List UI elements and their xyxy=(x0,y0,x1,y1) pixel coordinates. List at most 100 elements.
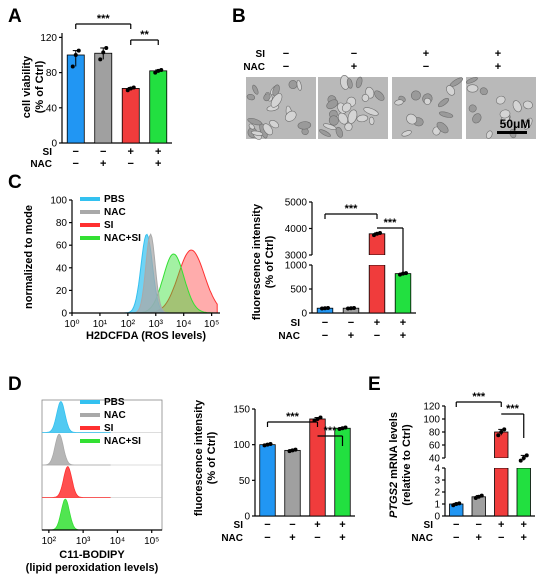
panel-d-legend-label: NAC+SI xyxy=(104,436,141,447)
panel-a-sig: ** xyxy=(140,29,149,41)
micrograph-cell xyxy=(472,113,482,124)
panel-c-hist-ytick-label: 60 xyxy=(56,241,68,252)
panel-e-ylabel-gene: PTGS2 xyxy=(388,482,400,518)
micrograph-cell xyxy=(296,79,302,91)
panel-c-bar-bar-break xyxy=(368,255,386,265)
micrograph-cell xyxy=(284,110,297,122)
panel-d-legend-swatch xyxy=(80,413,100,417)
panel-c-bar-point xyxy=(326,305,330,310)
panel-a-point xyxy=(104,45,109,50)
panel-b-si-sign: − xyxy=(283,48,289,60)
panel-e-bar xyxy=(516,467,531,517)
panel-e-ytick-label: 3 xyxy=(434,476,440,487)
micrograph-cell xyxy=(346,78,353,89)
panel-c-bar-ylabel: (% of Ctrl) xyxy=(264,235,276,288)
panel-e-bar xyxy=(494,467,509,517)
micrograph-cell xyxy=(363,107,379,116)
panel-d-bar-ylabel: (% of Ctrl) xyxy=(206,431,218,484)
micrograph-cell xyxy=(423,97,431,105)
panel-d-legend-label: SI xyxy=(104,423,114,434)
micrograph-cell xyxy=(523,100,533,110)
panel-e-sig: *** xyxy=(472,391,486,403)
micrograph-cell xyxy=(247,117,262,126)
panel-e-ylabel-rest: mRNA levels xyxy=(388,412,400,482)
panel-c-bar-ytick-label: 4000 xyxy=(285,224,308,235)
panel-e-ytick-label: 60 xyxy=(429,441,441,452)
panel-c-legend-label: SI xyxy=(104,220,114,231)
panel-label-E: E xyxy=(368,374,381,395)
micrograph-cell xyxy=(356,114,369,123)
panel-e-treatment-nac-sign: + xyxy=(521,532,527,544)
panel-a-ylabel: cell viability xyxy=(21,55,33,118)
panel-d-hist-area xyxy=(42,401,111,433)
panel-a-treatment-si-label: SI xyxy=(43,147,53,158)
panel-c-treatment-nac-sign: − xyxy=(374,330,380,342)
micrograph-cell xyxy=(297,121,312,130)
panel-a-point xyxy=(125,88,130,93)
panel-e-ytick-label: 4 xyxy=(434,464,440,475)
panel-d-bar-ylabel: fluorescence intensity xyxy=(193,399,205,516)
panel-e-point xyxy=(496,433,501,438)
micrograph-cell xyxy=(272,84,280,97)
panel-d-bar-ytick-label: 150 xyxy=(233,405,250,416)
panel-e-ytick-label: 100 xyxy=(423,415,440,426)
panel-e-point xyxy=(524,453,529,458)
panel-c-bar-point xyxy=(323,306,327,311)
micrograph-cell xyxy=(319,129,331,137)
panel-e-point xyxy=(521,456,526,460)
panel-c-treatment-nac-sign: + xyxy=(348,330,354,342)
panel-e-point xyxy=(499,430,504,434)
micrograph-cell xyxy=(468,104,477,113)
micrograph-cell xyxy=(252,84,259,95)
panel-c-treatment-si-label: SI xyxy=(291,318,301,329)
panel-d-bar-ytick-label: 100 xyxy=(233,440,250,451)
panel-c-bar-bar xyxy=(368,264,386,314)
panel-c-hist-xtick-label: 10² xyxy=(121,319,136,330)
panel-e-ytick-label: 40 xyxy=(429,454,441,465)
scale-bar-label: 50μM xyxy=(500,117,531,131)
micrograph-cell xyxy=(436,121,449,134)
panel-label-D: D xyxy=(8,374,22,395)
micrograph-cell xyxy=(499,109,511,119)
panel-a-point xyxy=(101,50,106,55)
panel-d-treatment-si-sign: − xyxy=(264,519,270,531)
panel-d-bar-ytick-label: 50 xyxy=(239,476,251,487)
panel-d-bar-point xyxy=(262,443,267,448)
panel-e-bar-break xyxy=(516,458,532,468)
panel-c-sig: *** xyxy=(384,217,398,229)
panel-e-point xyxy=(518,458,523,463)
panel-c-treatment-nac-sign: − xyxy=(322,330,328,342)
micrograph-cell xyxy=(355,76,363,89)
panel-d-treatment-nac-sign: + xyxy=(289,532,295,544)
panel-c-treatment-nac-label: NAC xyxy=(278,331,300,342)
panel-a-ytick-label: 80 xyxy=(46,68,58,79)
panel-e-sig: *** xyxy=(506,403,520,415)
panel-c-hist-ytick-label: 100 xyxy=(50,196,67,207)
panel-d-treatment-si-sign: − xyxy=(289,519,295,531)
panel-d-bar-point xyxy=(340,426,345,431)
panel-b-si-sign: + xyxy=(423,48,429,60)
panel-e-treatment-nac-sign: + xyxy=(476,532,482,544)
panel-a-bar xyxy=(94,52,113,144)
panel-c-bar-ytick-label: 0 xyxy=(301,309,307,320)
panel-d-bar-point xyxy=(268,441,273,446)
panel-e-bar-break xyxy=(493,458,509,468)
panel-e-treatment-si-sign: + xyxy=(521,519,527,531)
panel-e-bar xyxy=(471,496,486,517)
panel-d-hist-xtick-label: 10³ xyxy=(76,536,91,547)
panel-d-bar-point xyxy=(290,448,295,453)
panel-c-legend-swatch xyxy=(80,197,100,201)
panel-d-bar-point xyxy=(287,449,292,454)
micrograph-cell xyxy=(328,115,339,126)
panel-c-bar-ytick-label: 500 xyxy=(290,285,307,296)
panel-d-hist-area xyxy=(42,433,111,466)
panel-e-ylabel2: (relative to Ctrl) xyxy=(401,424,413,506)
panel-d-sig: *** xyxy=(286,411,300,423)
micrograph-cell xyxy=(251,130,264,136)
micrograph-cell xyxy=(465,77,478,84)
panel-e-treatment-si-label: SI xyxy=(424,520,434,531)
panel-d-hist-area xyxy=(42,466,111,498)
micrograph-cell xyxy=(337,112,349,125)
panel-a-ytick-label: 40 xyxy=(46,103,58,114)
panel-label-A: A xyxy=(8,6,22,27)
